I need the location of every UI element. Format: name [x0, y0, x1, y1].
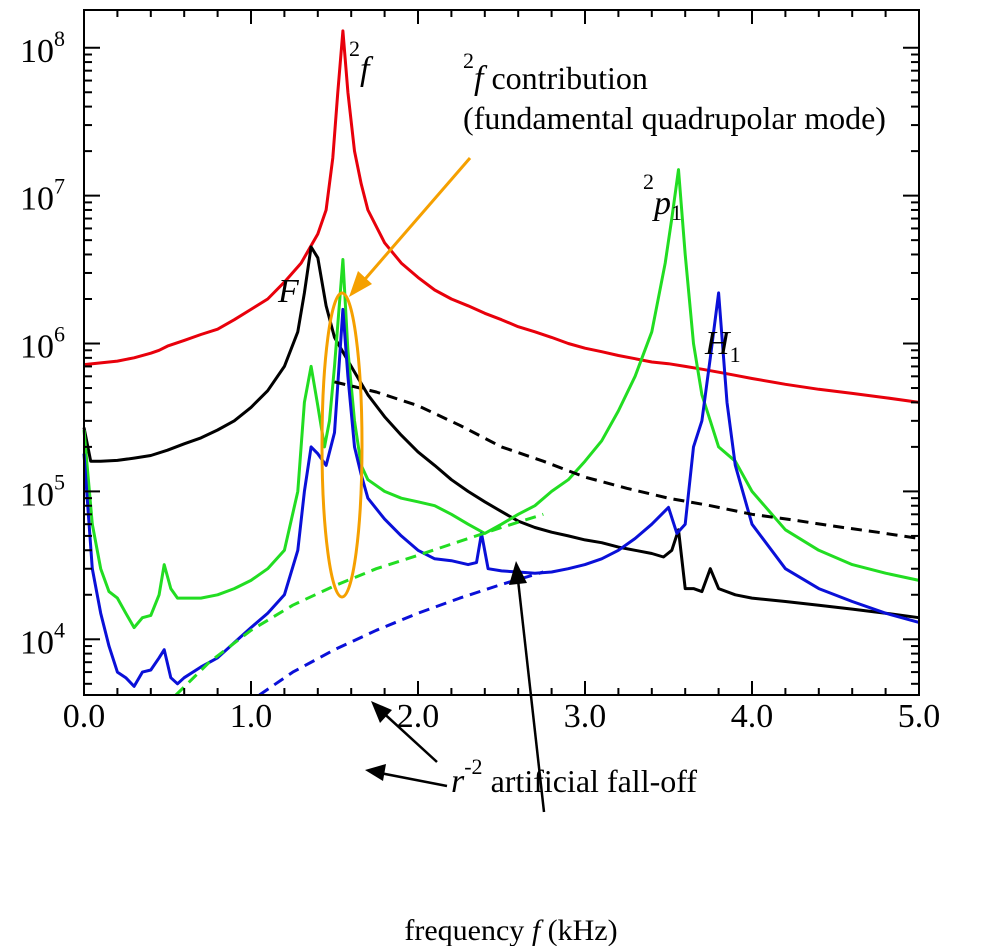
contribution-label: 2f contribution	[463, 48, 648, 97]
x-tick-label: 3.0	[564, 698, 607, 735]
contribution-ellipse	[320, 291, 364, 599]
series-line-green-dashed	[174, 512, 544, 697]
falloff-arrow-upper	[515, 570, 546, 813]
peak-2p1-label: 2p1	[643, 169, 682, 225]
falloff-arrowhead-upper	[509, 561, 527, 585]
x-tick-label: 5.0	[898, 698, 941, 735]
series-layer	[82, 29, 920, 697]
x-tick-label: 4.0	[731, 698, 774, 735]
contribution-label-line2: (fundamental quadrupolar mode)	[463, 100, 886, 136]
tick-label-layer: 0.0 1.0 2.0 3.0 4.0 5.0 104 105 106 107 108	[20, 26, 940, 735]
falloff-arrow-middle	[377, 707, 438, 763]
contribution-arrow	[351, 157, 472, 294]
peak-H1-label: H1	[704, 325, 741, 367]
x-tick-label: 1.0	[230, 698, 273, 735]
y-tick-label: 108	[20, 26, 65, 70]
ticks-layer	[83, 10, 920, 695]
plot-frame	[83, 9, 920, 696]
peak-2f-label: 2f	[349, 36, 374, 88]
series-line-black	[82, 245, 920, 620]
y-tick-label: 107	[20, 174, 65, 218]
falloff-arrowhead-lower	[365, 764, 386, 781]
x-tick-label: 2.0	[397, 698, 440, 735]
series-line-blue	[82, 291, 920, 688]
series-line-black-dashed	[334, 380, 920, 540]
series-line-blue-dashed	[258, 570, 544, 697]
y-tick-label: 105	[20, 469, 65, 513]
series-line-green	[82, 168, 920, 630]
peak-F-label: F	[277, 273, 300, 310]
falloff-arrowhead-middle	[371, 701, 392, 723]
falloff-label: r-2 artificial fall-off	[451, 754, 697, 800]
falloff-arrow-lower	[374, 770, 448, 788]
x-axis-title: frequency f (kHz)	[404, 914, 617, 946]
series-line-red	[83, 29, 920, 404]
contribution-arrowhead	[349, 271, 372, 297]
x-tick-label: 0.0	[63, 698, 106, 735]
y-tick-label: 106	[20, 322, 65, 366]
y-tick-label: 104	[20, 617, 65, 661]
